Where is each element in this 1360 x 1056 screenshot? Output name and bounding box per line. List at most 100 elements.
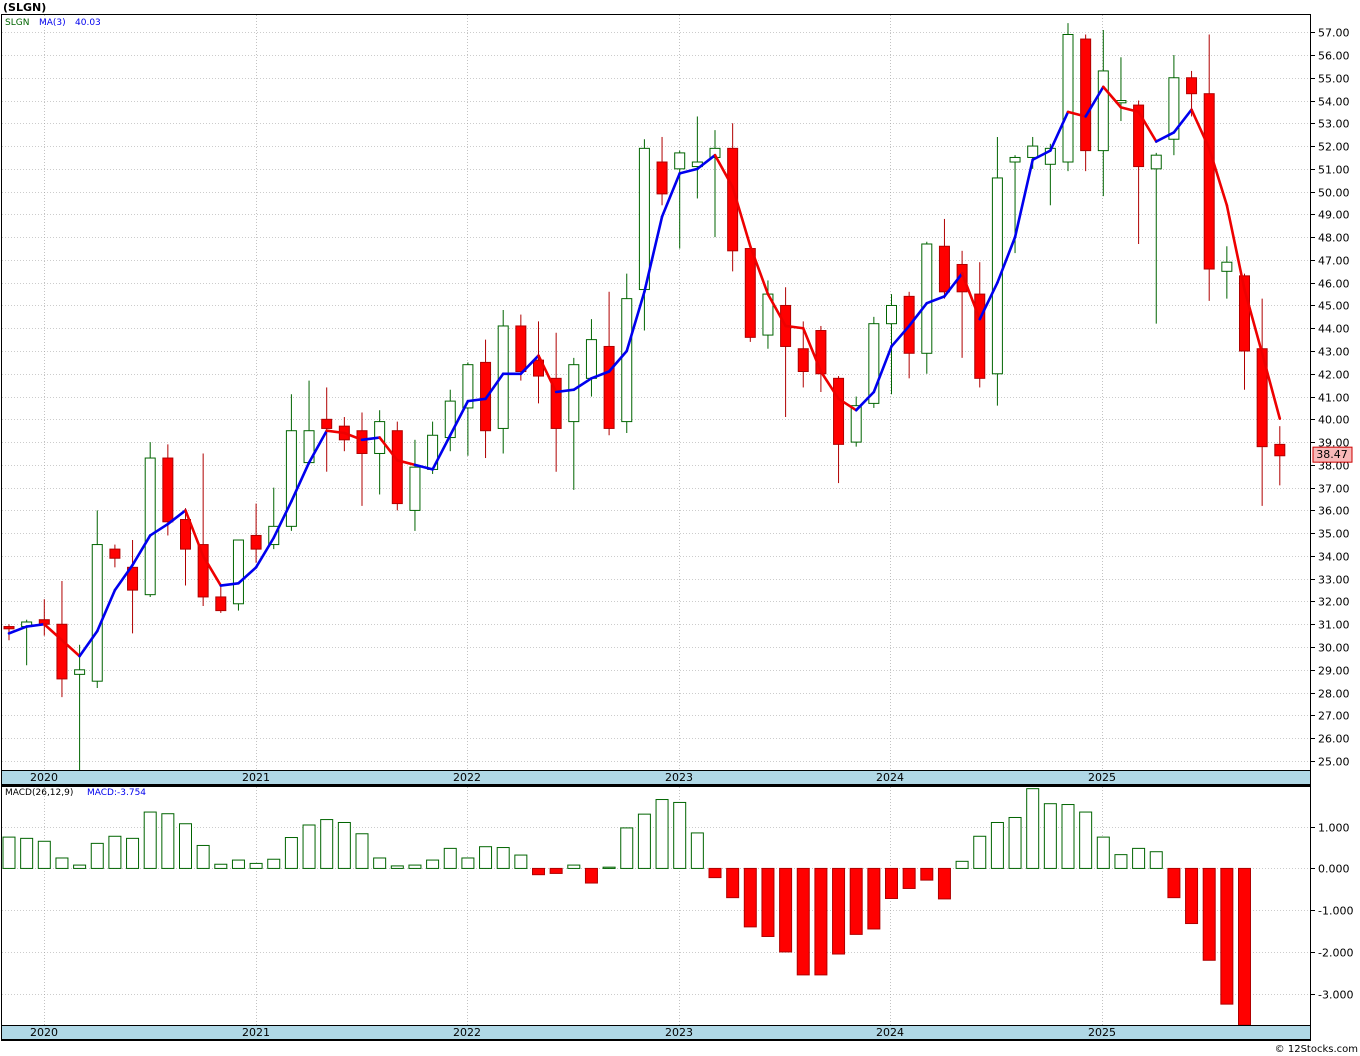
candle-body (180, 519, 191, 550)
macd-y-tick-label: -3.000 (1318, 989, 1353, 1002)
candle-body (938, 245, 950, 293)
ma-segment (431, 433, 452, 471)
macd-bar (426, 859, 440, 869)
candle-body (656, 161, 668, 195)
candle (1150, 152, 1162, 324)
candle-body (250, 534, 262, 550)
price-x-axis-band (1, 770, 1311, 785)
macd-bar (1096, 836, 1110, 869)
price-y-tick-label: 34.00 (1318, 551, 1350, 564)
macd-bar (461, 857, 475, 869)
ma-segment (219, 581, 240, 587)
candle-body (815, 330, 827, 375)
macd-bar (867, 867, 881, 930)
ma-segment (801, 326, 823, 373)
macd-x-tick-label: 2020 (30, 1026, 58, 1039)
ma-segment (166, 509, 187, 526)
macd-bar (214, 863, 228, 869)
macd-bar (443, 847, 457, 869)
ma-segment (607, 349, 629, 373)
candle (797, 321, 809, 388)
price-y-tick-label: 45.00 (1318, 300, 1350, 313)
candle-body (1274, 443, 1286, 457)
candle (850, 396, 862, 447)
ma-segment (1154, 131, 1176, 143)
macd-bar (584, 867, 598, 884)
candle-body (744, 248, 756, 338)
macd-bar (337, 821, 351, 869)
macd-x-tick-label: 2024 (876, 1026, 904, 1039)
macd-bar (479, 846, 493, 869)
macd-bar (567, 864, 581, 869)
price-y-tick-label: 47.00 (1318, 255, 1350, 268)
price-y-tick-label: 53.00 (1318, 118, 1350, 131)
macd-bar (355, 833, 369, 869)
macd-y-axis: 1.000 0.000 -1.000 -2.000 -3.000 (1310, 822, 1353, 1002)
candle (356, 412, 368, 506)
macd-bar (549, 867, 563, 874)
candle-body (1009, 156, 1021, 163)
ma-segment (7, 625, 28, 635)
macd-bar (514, 854, 528, 869)
candle-body (1203, 93, 1215, 270)
candle-body (197, 544, 209, 598)
candle-body (56, 623, 68, 680)
ma-segment (996, 235, 1017, 284)
candle (127, 540, 139, 634)
ma-segment (325, 429, 346, 435)
macd-bar (1061, 804, 1075, 869)
ma-segment (78, 629, 99, 658)
ma-segment (60, 638, 81, 658)
macd-bar (849, 867, 863, 935)
ma-segment (643, 215, 664, 294)
candle-body (868, 323, 880, 404)
ma-segment (95, 588, 117, 633)
macd-bar (20, 837, 34, 869)
price-x-tick-label: 2024 (876, 771, 904, 784)
macd-y-tick-label: 1.000 (1318, 822, 1350, 835)
macd-bar (231, 859, 245, 869)
candle (180, 508, 191, 586)
candle (285, 394, 297, 531)
ma-segment (696, 153, 717, 171)
macd-bar (249, 862, 263, 869)
price-y-tick-label: 37.00 (1318, 483, 1350, 496)
candle-body (921, 243, 933, 354)
macd-bar (1079, 811, 1093, 869)
ma-segment (554, 388, 576, 394)
price-y-tick-label: 32.00 (1318, 596, 1350, 609)
candle-body (462, 364, 474, 409)
ma-segment (1049, 110, 1070, 152)
candle (921, 241, 933, 374)
ma-segment (413, 463, 434, 471)
macd-bar (1026, 788, 1040, 869)
price-y-tick-label: 26.00 (1318, 733, 1350, 746)
price-y-tick-label: 25.00 (1318, 756, 1350, 769)
ma-segment (837, 397, 858, 412)
candles (3, 23, 1286, 770)
last-price-box (1312, 446, 1353, 463)
ma-segment (872, 345, 893, 394)
macd-bar (1185, 867, 1199, 925)
macd-bar (108, 835, 122, 869)
price-y-tick-label: 41.00 (1318, 392, 1350, 405)
ma-segment (925, 295, 946, 305)
candle (1080, 34, 1092, 172)
ma-segment (272, 500, 293, 540)
macd-value: MACD:-3.754 (87, 788, 146, 798)
candle (1133, 100, 1145, 244)
macd-bar (1202, 867, 1216, 961)
price-y-tick-label: 39.00 (1318, 437, 1350, 450)
candle-body (991, 177, 1003, 375)
candle-body (3, 626, 15, 630)
candle-body (232, 539, 244, 605)
macd-bar (373, 857, 387, 869)
candle-body (91, 544, 103, 682)
ma-segment (907, 301, 929, 328)
candle (515, 314, 527, 381)
ma-segment (978, 281, 999, 321)
candle (656, 136, 668, 206)
ma-segment (1260, 351, 1282, 420)
macd-bar (267, 858, 281, 869)
macd-bar (990, 821, 1004, 869)
